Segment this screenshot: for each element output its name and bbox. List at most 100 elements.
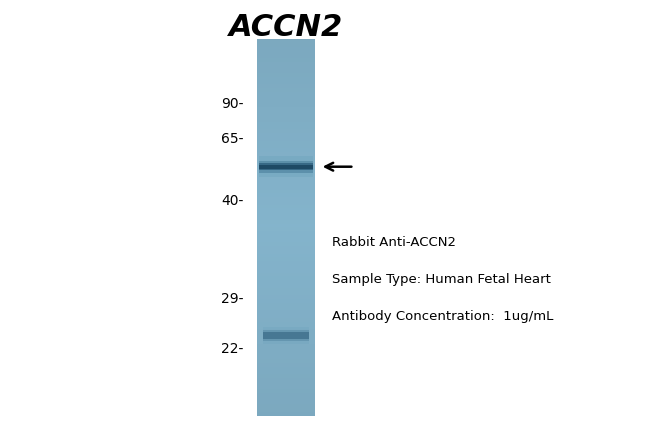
Bar	[257, 253, 315, 258]
Bar	[257, 197, 315, 201]
Bar	[257, 185, 315, 190]
Bar	[257, 189, 315, 194]
Bar	[257, 170, 315, 174]
Bar	[257, 284, 315, 288]
Bar	[257, 249, 315, 254]
Bar	[263, 330, 309, 341]
Text: 22-: 22-	[222, 342, 244, 355]
Bar	[257, 121, 315, 126]
Bar	[257, 118, 315, 122]
Bar	[257, 347, 315, 352]
Bar	[257, 329, 315, 333]
Bar	[257, 54, 315, 58]
Bar	[257, 155, 315, 159]
Bar	[257, 336, 315, 340]
Bar	[257, 333, 315, 336]
Bar	[257, 50, 315, 54]
Text: Antibody Concentration:  1ug/mL: Antibody Concentration: 1ug/mL	[332, 310, 553, 323]
Bar	[257, 182, 315, 186]
Text: Sample Type: Human Fetal Heart: Sample Type: Human Fetal Heart	[332, 273, 551, 286]
Bar	[257, 246, 315, 250]
Bar	[257, 204, 315, 208]
Bar	[257, 39, 315, 416]
Bar	[257, 408, 315, 412]
Bar	[257, 291, 315, 295]
Bar	[257, 389, 315, 393]
Bar	[257, 159, 315, 163]
Bar	[257, 208, 315, 212]
Bar	[257, 298, 315, 303]
Bar	[257, 400, 315, 404]
Bar	[257, 340, 315, 344]
Bar	[257, 99, 315, 103]
Bar	[257, 362, 315, 367]
Bar	[257, 374, 315, 378]
Bar	[257, 58, 315, 61]
Bar	[257, 110, 315, 114]
Bar	[257, 234, 315, 239]
Bar	[257, 144, 315, 148]
Bar	[257, 167, 315, 171]
Text: 29-: 29-	[221, 292, 244, 306]
Bar	[257, 231, 315, 235]
Bar	[257, 76, 315, 81]
Bar	[257, 287, 315, 291]
Bar	[257, 136, 315, 141]
Bar	[257, 366, 315, 371]
Text: 40-: 40-	[222, 194, 244, 208]
Bar	[259, 156, 313, 177]
Bar	[257, 317, 315, 321]
Bar	[257, 268, 315, 272]
Bar	[257, 72, 315, 77]
Bar	[257, 132, 315, 137]
Bar	[257, 129, 315, 133]
Bar	[257, 370, 315, 374]
Bar	[257, 393, 315, 397]
Bar	[257, 321, 315, 325]
Bar	[257, 261, 315, 265]
Bar	[257, 39, 315, 43]
Bar	[257, 280, 315, 284]
Bar	[257, 344, 315, 348]
Bar	[257, 242, 315, 246]
Bar	[257, 325, 315, 329]
Text: 65-: 65-	[221, 132, 244, 145]
Bar	[257, 140, 315, 145]
Bar	[257, 200, 315, 205]
Bar	[257, 351, 315, 355]
Bar	[257, 397, 315, 401]
Bar	[259, 161, 313, 173]
Bar	[257, 84, 315, 88]
Bar	[257, 125, 315, 129]
Bar	[257, 95, 315, 99]
Bar	[259, 163, 313, 170]
Bar	[257, 87, 315, 92]
Text: ACCN2: ACCN2	[229, 13, 343, 42]
Bar	[257, 163, 315, 167]
Bar	[259, 165, 313, 169]
Bar	[257, 216, 315, 220]
Bar	[257, 238, 315, 242]
Bar	[257, 272, 315, 276]
Bar	[257, 61, 315, 65]
Bar	[257, 223, 315, 227]
Bar	[257, 404, 315, 408]
Bar	[257, 310, 315, 314]
Bar	[257, 306, 315, 310]
Bar	[257, 46, 315, 50]
Bar	[257, 152, 315, 156]
Bar	[257, 80, 315, 84]
Bar	[257, 381, 315, 385]
Bar	[257, 65, 315, 69]
Bar	[257, 257, 315, 261]
Bar	[257, 220, 315, 223]
Bar	[257, 411, 315, 416]
Bar	[257, 302, 315, 307]
Bar	[257, 355, 315, 359]
Text: 90-: 90-	[221, 97, 244, 111]
Bar	[257, 378, 315, 382]
Bar	[257, 212, 315, 216]
Bar	[257, 265, 315, 269]
Bar	[263, 333, 309, 339]
Bar	[257, 174, 315, 178]
